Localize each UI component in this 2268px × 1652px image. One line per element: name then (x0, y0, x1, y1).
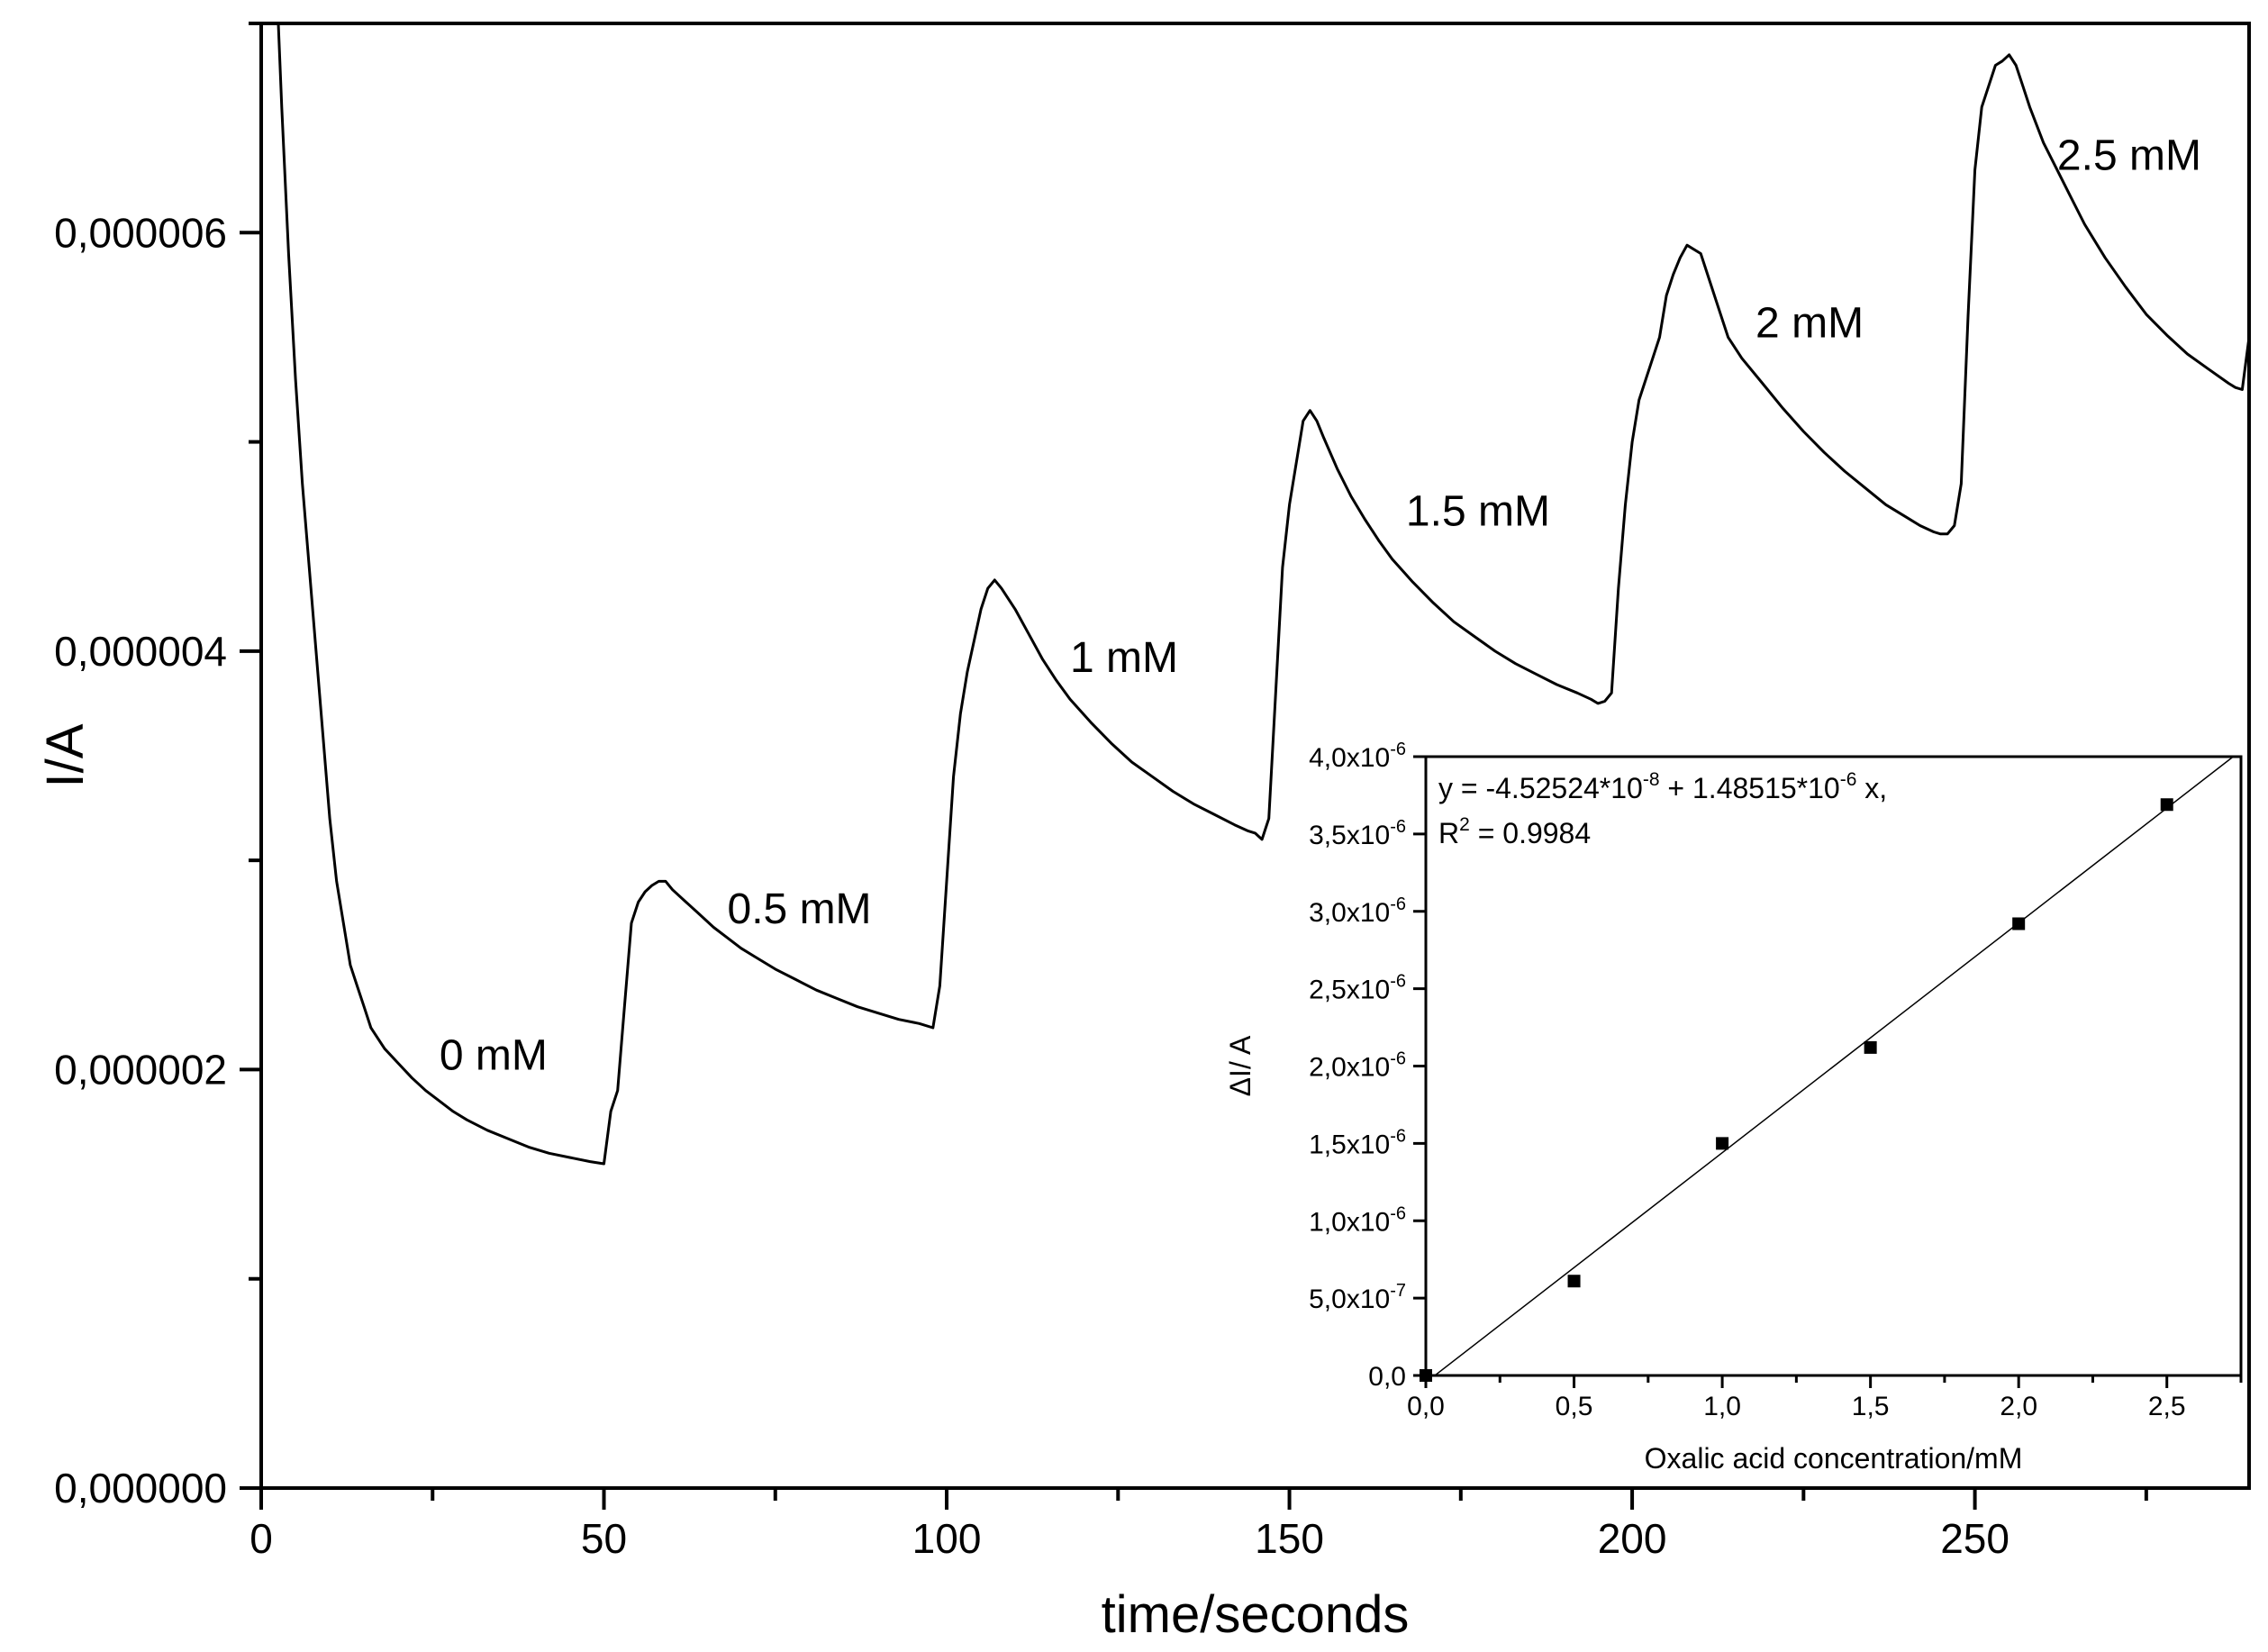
inset-y-tick-exponent: -6 (1390, 817, 1406, 837)
inset-y-axis-title: ΔI/ A (1224, 1035, 1256, 1096)
inset-y-tick-exponent: -6 (1390, 1049, 1406, 1069)
concentration-annotation: 1.5 mM (1406, 487, 1550, 535)
fit-r-squared-symbol: R (1438, 817, 1459, 849)
inset-y-tick-mantissa: 1,5x10 (1309, 1130, 1390, 1159)
x-tick-label: 250 (1940, 1515, 2009, 1562)
main-chart: 0 50 100 150 200 250 0,000000 0,000002 0,000004 0… (36, 22, 2251, 1644)
inset-y-tick-label: 5,0x10-7 (1309, 1281, 1406, 1314)
y-tick-label: 0,000002 (54, 1046, 227, 1093)
x-axis-title: time/seconds (1102, 1585, 1410, 1644)
inset-y-tick-label: 3,0x10-6 (1309, 894, 1406, 928)
inset-y-tick-exponent: -6 (1390, 1126, 1406, 1146)
inset-y-tick-mantissa: 0,0 (1368, 1362, 1406, 1392)
x-tick-label: 200 (1598, 1515, 1667, 1562)
inset-x-tick-label: 0,5 (1556, 1392, 1593, 1421)
inset-x-tick-label: 1,5 (1852, 1392, 1890, 1421)
inset-x-tick-label: 0,0 (1407, 1392, 1445, 1421)
fit-r-squared-exponent: 2 (1459, 814, 1470, 835)
fit-equation-exp1: -8 (1643, 769, 1660, 790)
inset-y-tick-label: 1,5x10-6 (1309, 1126, 1406, 1159)
fit-r-squared-value: = 0.9984 (1470, 817, 1591, 849)
inset-y-tick-label: 4,0x10-6 (1309, 740, 1406, 773)
y-tick-label: 0,000004 (54, 628, 227, 675)
calibration-data-point (2160, 798, 2173, 812)
x-tick-label: 50 (581, 1515, 627, 1562)
fit-equation-prefix: y = -4.52524*10 (1438, 772, 1643, 804)
fit-equation: y = -4.52524*10-8 + 1.48515*10-6 x, (1438, 769, 1887, 804)
inset-y-tick-exponent: -7 (1390, 1281, 1406, 1301)
calibration-data-point (1420, 1369, 1432, 1382)
inset-y-tick-label: 0,0 (1368, 1362, 1406, 1392)
current-trace-line (277, 23, 2251, 1166)
x-tick-label: 100 (912, 1515, 982, 1562)
y-tick-label: 0,000000 (54, 1465, 227, 1511)
inset-y-tick-exponent: -6 (1390, 740, 1406, 759)
concentration-annotation: 0 mM (440, 1031, 548, 1079)
fit-equation-exp2: -6 (1840, 769, 1857, 790)
fit-r-squared: R2 = 0.9984 (1438, 814, 1591, 849)
inset-y-tick-mantissa: 3,5x10 (1309, 821, 1390, 850)
inset-y-tick-mantissa: 1,0x10 (1309, 1207, 1390, 1237)
inset-y-tick-label: 1,0x10-6 (1309, 1203, 1406, 1237)
concentration-annotation: 2 mM (1755, 299, 1864, 347)
inset-y-tick-label: 2,5x10-6 (1309, 972, 1406, 1005)
main-plot-frame (259, 22, 2251, 1490)
inset-y-tick-exponent: -6 (1390, 1203, 1406, 1223)
inset-calibration-chart: 0,0 0,5 1,0 1,5 2,0 2,50,05,0x10-71,0x10-61,5… (1224, 740, 2243, 1475)
concentration-annotation: 2.5 mM (2057, 132, 2201, 180)
inset-y-tick-mantissa: 2,5x10 (1309, 976, 1390, 1005)
calibration-data-point (1567, 1275, 1581, 1288)
inset-y-tick-exponent: -6 (1390, 894, 1406, 914)
inset-y-tick-mantissa: 4,0x10 (1309, 743, 1390, 773)
y-tick-label: 0,000006 (54, 209, 227, 256)
inset-x-tick-label: 1,0 (1703, 1392, 1741, 1421)
inset-x-axis-title: Oxalic acid concentration/mM (1645, 1442, 2023, 1475)
inset-x-tick-label: 2,5 (2148, 1392, 2186, 1421)
concentration-annotation: 1 mM (1070, 634, 1178, 682)
inset-y-tick-mantissa: 5,0x10 (1309, 1284, 1390, 1314)
inset-y-tick-exponent: -6 (1390, 972, 1406, 992)
inset-y-tick-label: 2,0x10-6 (1309, 1049, 1406, 1083)
fit-equation-middle: + 1.48515*10 (1660, 772, 1840, 804)
calibration-data-point (2012, 917, 2026, 930)
fit-equation-suffix: x, (1856, 772, 1887, 804)
x-tick-label: 0 (249, 1515, 273, 1562)
inset-y-tick-mantissa: 2,0x10 (1309, 1053, 1390, 1083)
calibration-data-point (1864, 1040, 1877, 1054)
y-axis-title: I/A (36, 723, 95, 787)
inset-x-tick-label: 2,0 (2000, 1392, 2037, 1421)
linear-fit-line (1434, 756, 2234, 1376)
inset-y-tick-mantissa: 3,0x10 (1309, 898, 1390, 928)
calibration-data-point (1716, 1137, 1729, 1150)
inset-y-tick-label: 3,5x10-6 (1309, 817, 1406, 850)
concentration-annotation: 0.5 mM (728, 885, 872, 933)
x-tick-label: 150 (1255, 1515, 1324, 1562)
